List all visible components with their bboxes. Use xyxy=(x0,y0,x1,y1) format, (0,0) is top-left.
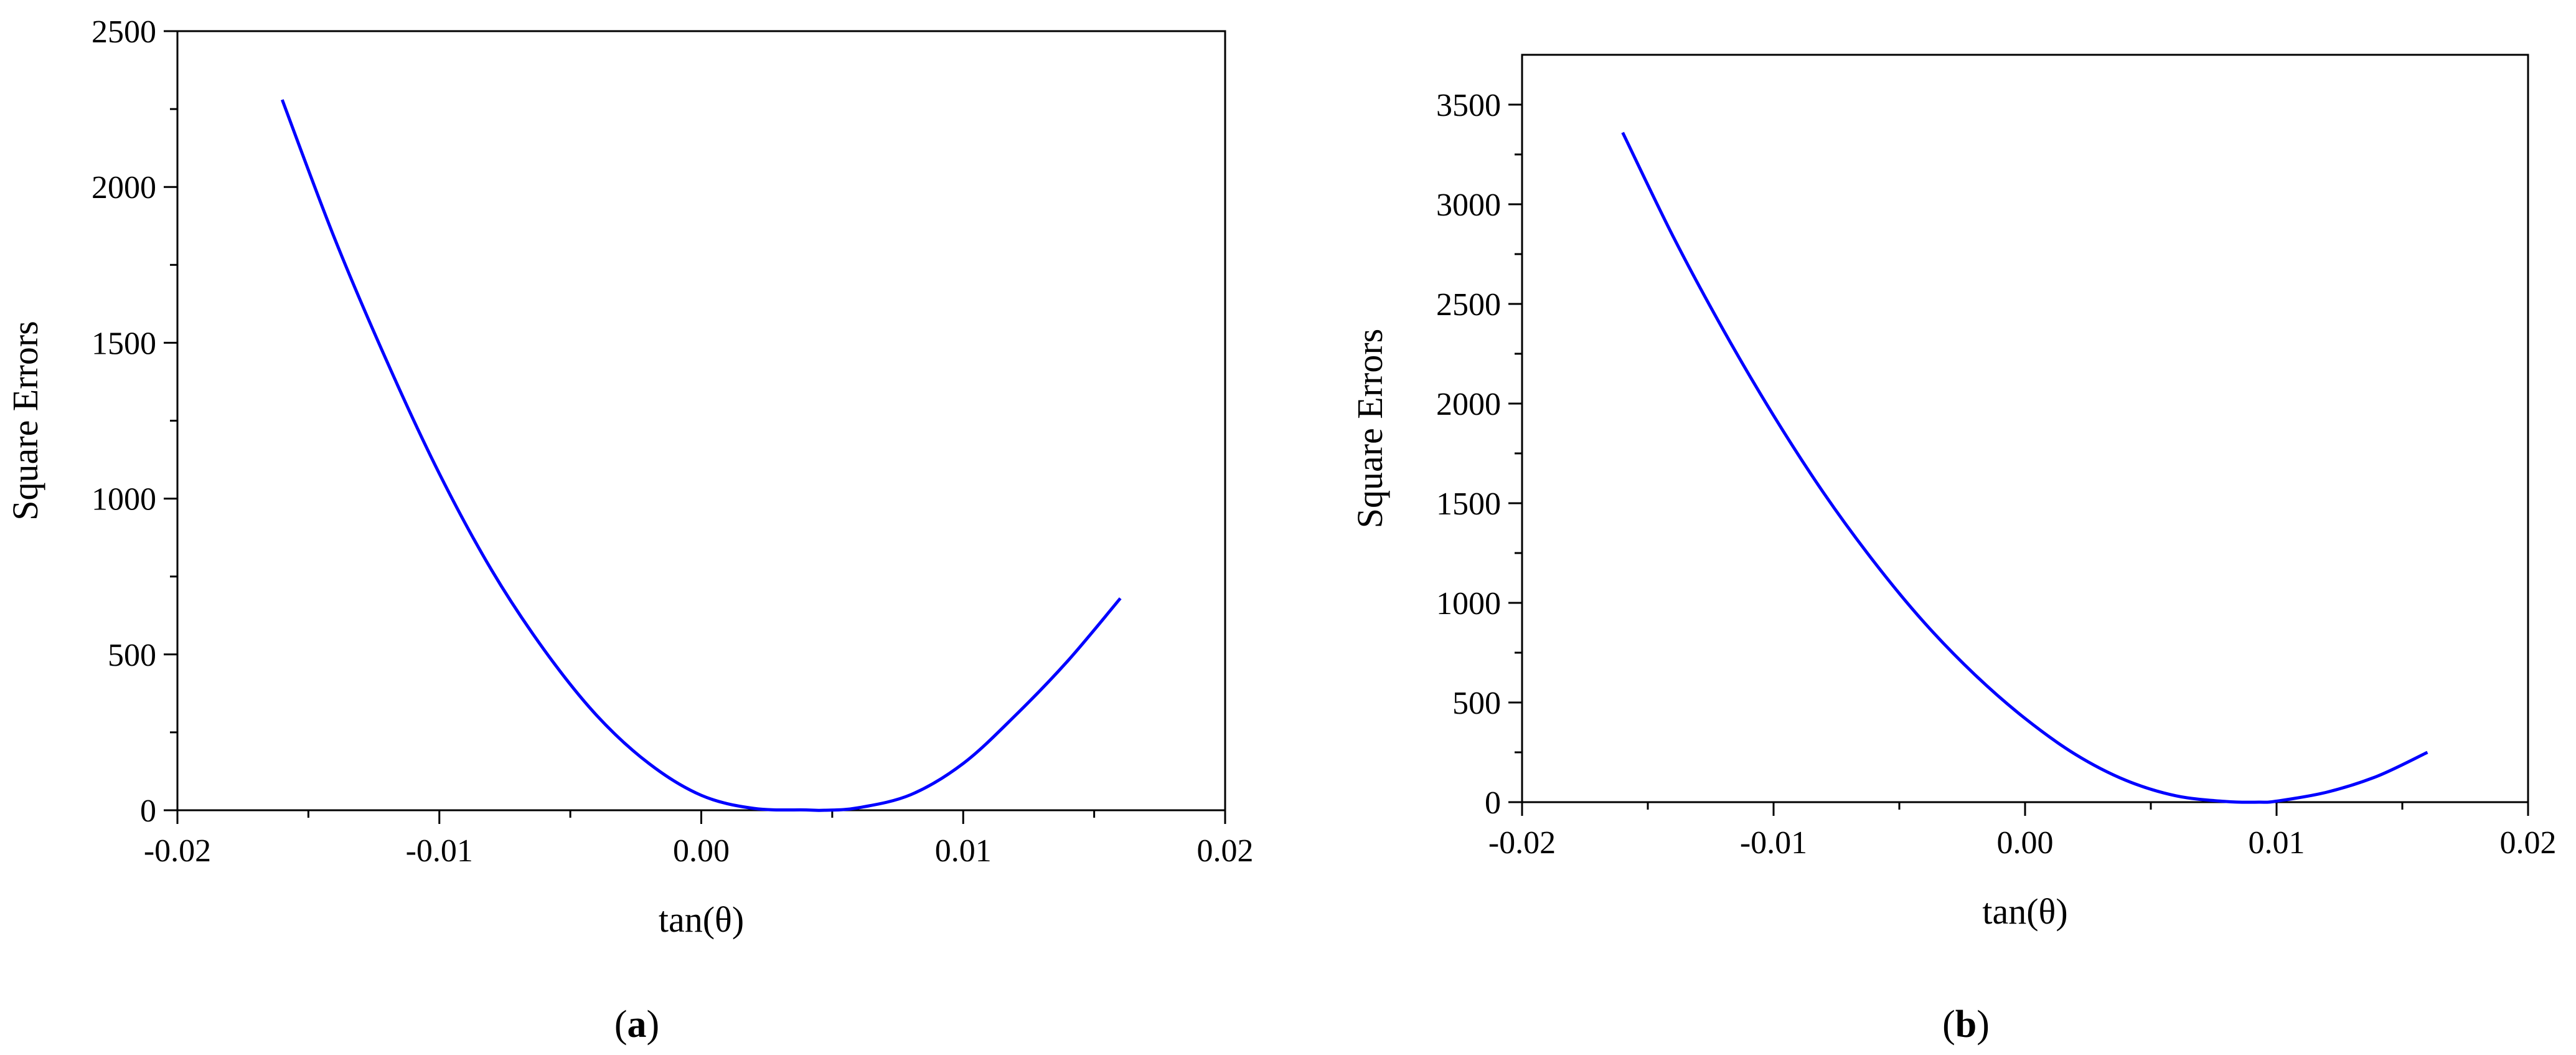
x-tick-label: 0.02 xyxy=(1197,833,1254,869)
y-axis-title: Square Errors xyxy=(1350,329,1390,529)
y-tick-label: 1000 xyxy=(1436,586,1501,622)
y-tick-label: 0 xyxy=(140,793,156,829)
x-axis-title: tan(θ) xyxy=(1982,891,2067,932)
x-tick-label: 0.02 xyxy=(2500,825,2557,861)
y-tick-label: 1000 xyxy=(92,482,156,518)
plot-frame xyxy=(1521,54,2529,803)
chart-panel-b: -0.02 -0.01 0.00 0.01 0.02 0 500 1000 1500 2000 25… xyxy=(1350,54,2557,1046)
x-tick-label: 0.00 xyxy=(1997,825,2054,861)
x-axis-title: tan(θ) xyxy=(659,899,744,940)
y-tick-label: 500 xyxy=(108,638,156,673)
y-tick-label: 3500 xyxy=(1436,88,1501,123)
x-tick-label: 0.01 xyxy=(935,833,992,869)
y-tick-label: 2500 xyxy=(92,14,156,50)
x-tick-label: 0.01 xyxy=(2249,825,2305,861)
x-tick-label: -0.01 xyxy=(406,833,473,869)
y-tick-label: 0 xyxy=(1485,785,1501,821)
x-tick-label: -0.02 xyxy=(1488,825,1556,861)
x-tick-label: -0.01 xyxy=(1740,825,1807,861)
series-line xyxy=(1621,131,2428,804)
series-line xyxy=(280,99,1122,812)
x-tick-label: -0.02 xyxy=(144,833,211,869)
y-tick-label: 2000 xyxy=(92,170,156,206)
x-tick-label: 0.00 xyxy=(673,833,730,869)
y-tick-label: 2000 xyxy=(1436,387,1501,422)
panel-label: (a) xyxy=(614,1003,659,1046)
plot-frame xyxy=(176,30,1226,811)
y-tick-label: 500 xyxy=(1452,686,1501,721)
panel-label: (b) xyxy=(1942,1003,1990,1046)
y-tick-label: 3000 xyxy=(1436,187,1501,223)
y-tick-label: 1500 xyxy=(1436,486,1501,522)
y-axis-title: Square Errors xyxy=(5,321,45,521)
y-tick-label: 2500 xyxy=(1436,287,1501,323)
chart-panel-a: -0.02 -0.01 0.00 0.01 0.02 0 500 1000 1500 2000 25… xyxy=(5,14,1254,1046)
y-tick-label: 1500 xyxy=(92,326,156,361)
